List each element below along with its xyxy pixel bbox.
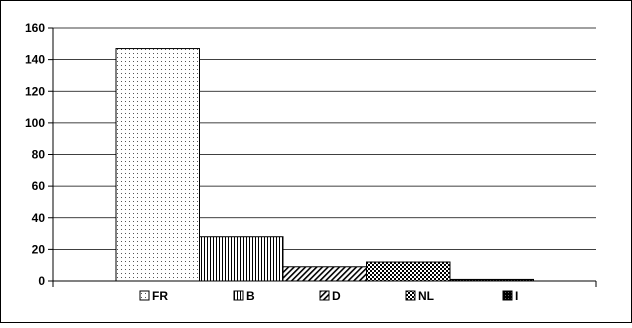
y-tick-label: 140	[25, 53, 45, 67]
legend-label-nl: NL	[418, 289, 434, 303]
bar-nl	[366, 261, 451, 282]
bar-fr	[115, 48, 200, 282]
y-tick-label: 100	[25, 116, 45, 130]
legend-label-b: B	[246, 289, 255, 303]
y-tick-label: 120	[25, 84, 45, 98]
bars	[115, 48, 534, 282]
y-tick-label: 40	[32, 211, 46, 225]
legend-swatch-b	[233, 290, 244, 301]
y-tick-label: 80	[32, 148, 46, 162]
y-tick-label: 20	[32, 242, 46, 256]
y-tick-label: 160	[25, 21, 45, 35]
legend-label-d: D	[332, 289, 341, 303]
legend-swatch-d	[319, 290, 330, 301]
legend: FR B D NL I	[139, 289, 518, 303]
y-tick-label: 60	[32, 179, 46, 193]
legend-swatch-nl	[405, 290, 416, 301]
bar-i	[449, 278, 534, 282]
legend-swatch-i	[502, 290, 513, 301]
bar-d	[282, 266, 367, 282]
y-tick-label: 0	[38, 274, 45, 288]
legend-label-i: I	[515, 289, 518, 303]
legend-label-fr: FR	[152, 289, 168, 303]
legend-swatch-fr	[139, 290, 150, 301]
bar-b	[199, 236, 284, 282]
